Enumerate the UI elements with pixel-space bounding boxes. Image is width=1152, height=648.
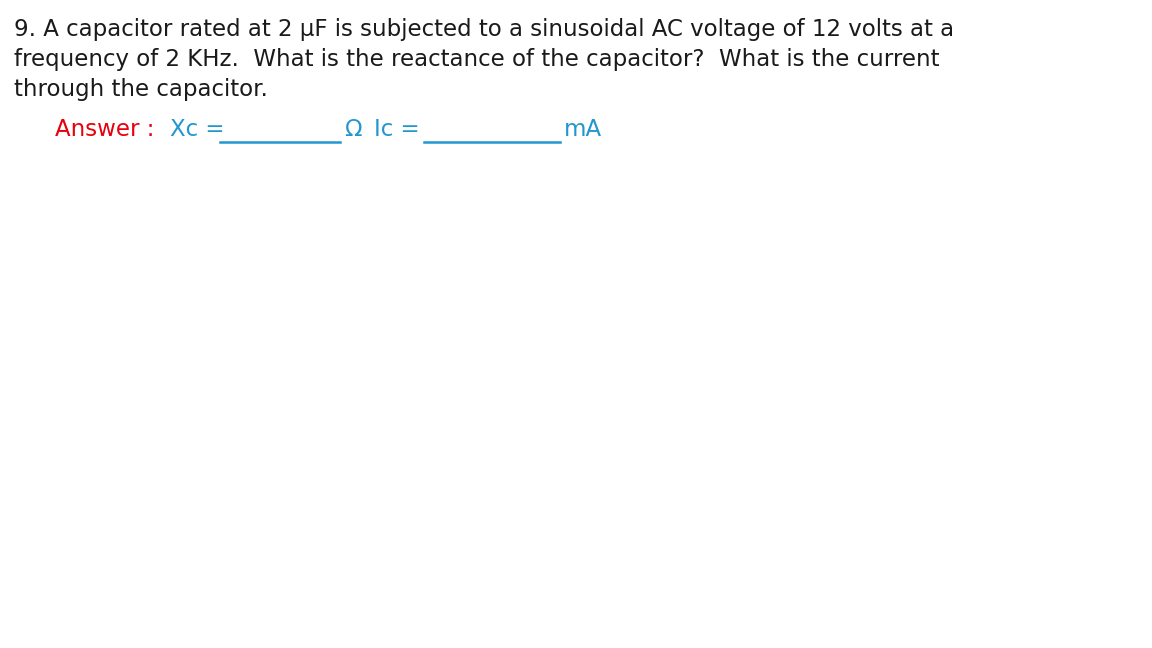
Text: Answer :: Answer : — [55, 118, 154, 141]
Text: 9. A capacitor rated at 2 μF is subjected to a sinusoidal AC voltage of 12 volts: 9. A capacitor rated at 2 μF is subjecte… — [14, 18, 954, 41]
Text: frequency of 2 KHz.  What is the reactance of the capacitor?  What is the curren: frequency of 2 KHz. What is the reactanc… — [14, 48, 940, 71]
Text: through the capacitor.: through the capacitor. — [14, 78, 268, 101]
Text: mA: mA — [564, 118, 602, 141]
Text: Ic =: Ic = — [374, 118, 427, 141]
Text: Ω: Ω — [344, 118, 362, 141]
Text: Xc =: Xc = — [170, 118, 232, 141]
